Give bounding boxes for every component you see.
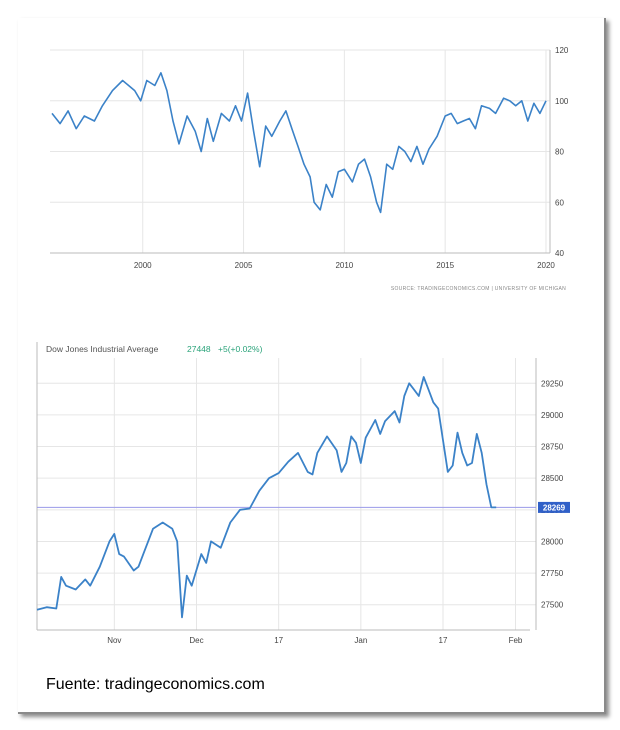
chart1-source-note: SOURCE: TRADINGECONOMICS.COM | UNIVERSIT… (391, 286, 566, 292)
chart1-x-tick-label: 2020 (537, 261, 555, 270)
chart2-x-tick-label: Feb (509, 636, 523, 645)
chart2-last-value: 27448 (187, 344, 211, 354)
chart1-x-tick-label: 2005 (235, 261, 253, 270)
chart2-title: Dow Jones Industrial Average (46, 344, 159, 354)
chart2-series-line (36, 376, 497, 619)
chart2-y-tick-label: 27750 (541, 569, 564, 578)
chart2-y-tick-label: 28750 (541, 443, 564, 452)
chart2-x-tick-label: 17 (274, 636, 283, 645)
source-caption: Fuente: tradingeconomics.com (46, 676, 265, 693)
chart2-y-tick-label: 27500 (541, 601, 564, 610)
chart2-change: +5(+0.02%) (218, 344, 263, 354)
chart2-x-tick-label: Dec (189, 636, 203, 645)
chart1-series-line (51, 72, 547, 214)
chart2-y-tick-label: 28000 (541, 537, 564, 546)
figure-frame (18, 18, 606, 714)
chart1-y-tick-label: 120 (555, 46, 569, 55)
chart2-x-tick-label: Nov (107, 636, 121, 645)
chart2-y-tick-label: 29250 (541, 379, 564, 388)
chart2-y-tick-label: 29000 (541, 411, 564, 420)
badge-background (538, 501, 570, 513)
chart2-grid (37, 358, 536, 630)
chart1-x-tick-label: 2000 (134, 261, 152, 270)
chart1-x-tick-label: 2015 (436, 261, 454, 270)
consumer-sentiment-chart: 40 60 80 100 120 2000 2005 2010 2015 2020 SOURCE:… (50, 46, 569, 292)
chart1-y-tick-label: 40 (555, 249, 564, 258)
dow-jones-chart: 2750027750280002825028500287502900029250… (36, 342, 570, 645)
chart1-y-tick-label: 80 (555, 148, 564, 157)
chart1-y-tick-label: 100 (555, 97, 569, 106)
current-value-label: 28269 (543, 503, 566, 512)
chart1-y-tick-label: 60 (555, 198, 564, 207)
current-value-badge: 28269 (538, 501, 570, 513)
chart2-x-tick-label: 17 (439, 636, 448, 645)
chart2-x-tick-label: Jan (354, 636, 367, 645)
chart2-y-tick-label: 28500 (541, 474, 564, 483)
chart1-ticks: 40 60 80 100 120 2000 2005 2010 2015 2020 (134, 46, 569, 270)
chart1-x-tick-label: 2010 (335, 261, 353, 270)
